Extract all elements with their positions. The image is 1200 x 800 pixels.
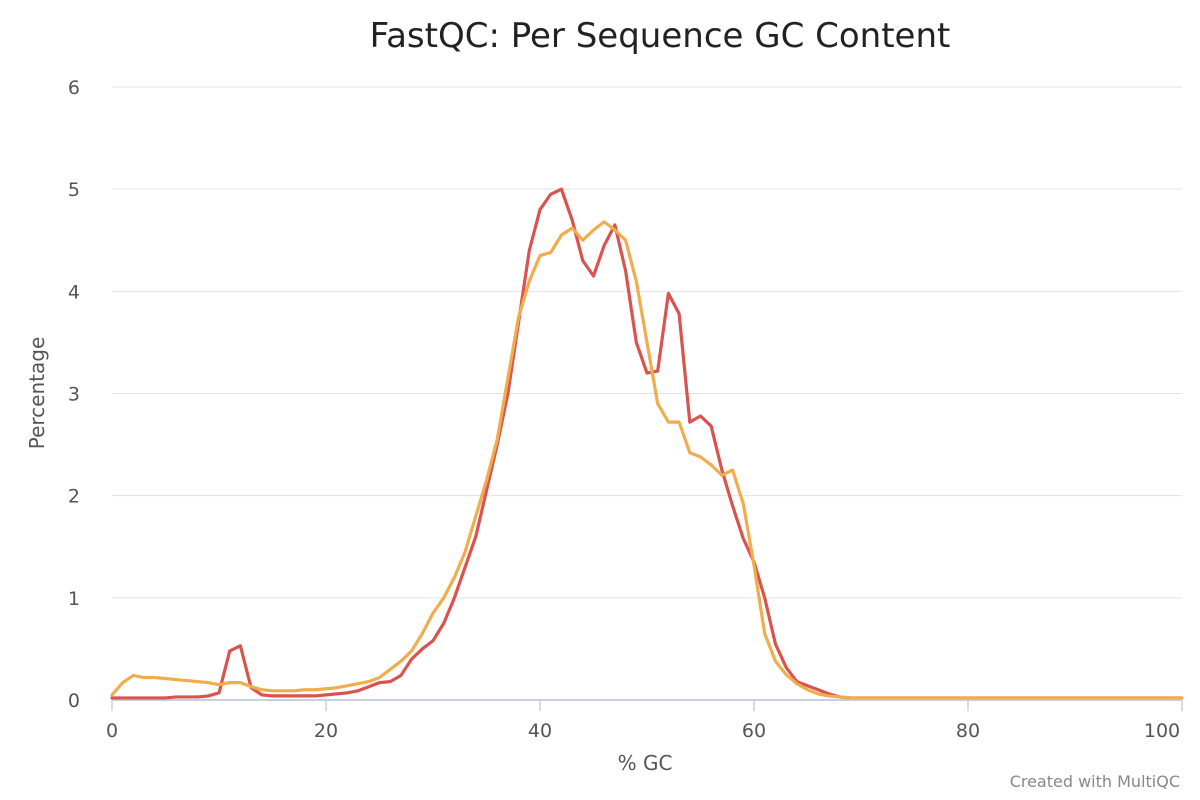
series-lines [110,187,1184,700]
axes [111,699,1183,711]
y-tick-label: 0 [68,690,80,712]
credit-text: Created with MultiQC [1010,772,1180,791]
x-tick-label: 20 [314,720,338,742]
y-tick-label: 2 [68,486,80,508]
y-axis-title: Percentage [25,337,49,450]
x-tick-label: 80 [956,720,980,742]
series-line-1 [110,187,1184,700]
y-tick-label: 6 [68,77,80,99]
y-tick-label: 3 [68,384,80,406]
y-tick-label: 4 [68,281,80,303]
x-tick-label: 40 [528,720,552,742]
chart-title: FastQC: Per Sequence GC Content [370,16,951,56]
x-tick-label: 60 [742,720,766,742]
gridlines [112,86,1182,599]
x-tick-label: 0 [106,720,118,742]
series-line-2 [110,220,1184,700]
y-tick-label: 5 [68,179,80,201]
y-tick-label: 1 [68,588,80,610]
x-tick-label: 100 [1144,720,1180,742]
x-axis-title: % GC [618,751,673,775]
